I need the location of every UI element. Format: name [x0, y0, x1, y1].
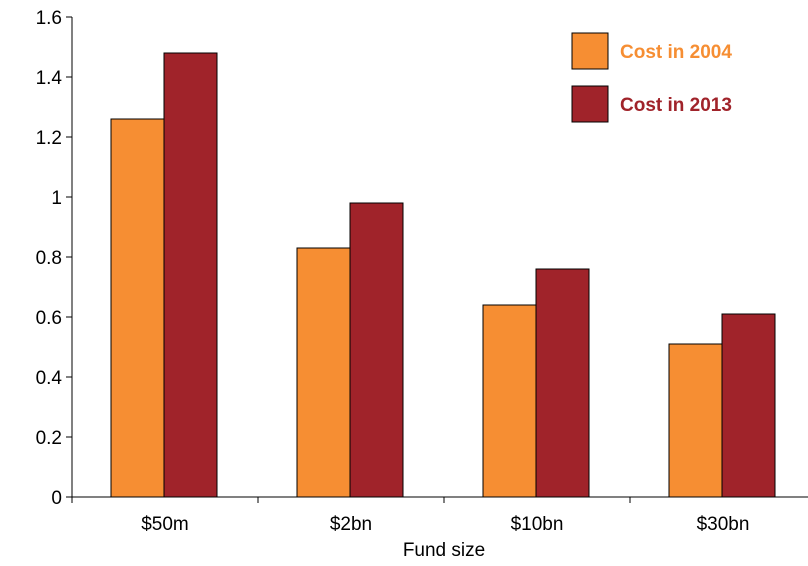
y-tick-label: 0.2 — [36, 428, 62, 449]
x-axis-title: Fund size — [403, 540, 485, 561]
legend-label: Cost in 2013 — [620, 95, 732, 116]
x-tick-label: $2bn — [330, 514, 372, 535]
y-tick-label: 1.6 — [36, 8, 62, 29]
legend-swatch — [571, 85, 609, 123]
bar-cost-2013 — [163, 52, 218, 498]
bar-cost-2013 — [349, 202, 404, 498]
y-tick-label: 0.6 — [36, 308, 62, 329]
y-tick-label: 0.8 — [36, 248, 62, 269]
y-tick-label: 0 — [51, 488, 62, 509]
x-tick-label: $50m — [141, 514, 189, 535]
y-tick-label: 1.2 — [36, 128, 62, 149]
legend-swatch — [571, 32, 609, 70]
bar-cost-2013 — [535, 268, 590, 498]
bar-cost-2004 — [482, 304, 537, 498]
x-tick-label: $30bn — [697, 514, 750, 535]
y-axis: 0 0.2 0.4 0.6 0.8 1 1.2 1.4 1.6 — [36, 8, 73, 509]
bar-cost-2004 — [110, 118, 165, 498]
bars — [110, 52, 776, 498]
bar-cost-2013 — [721, 313, 776, 498]
legend: Cost in 2004 Cost in 2013 — [571, 32, 732, 123]
bar-cost-2004 — [296, 247, 351, 498]
y-tick-label: 1.4 — [36, 68, 63, 89]
y-tick-label: 0.4 — [36, 368, 63, 389]
x-tick-label: $10bn — [511, 514, 564, 535]
legend-label: Cost in 2004 — [620, 42, 732, 63]
y-tick-label: 1 — [51, 188, 62, 209]
x-axis: $50m $2bn $10bn $30bn — [71, 496, 808, 535]
bar-cost-2004 — [668, 343, 723, 498]
